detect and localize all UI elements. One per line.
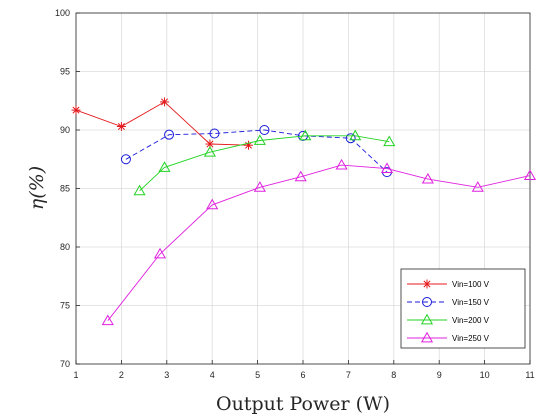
legend-item: Vin=100 V	[407, 279, 490, 289]
legend-label: Vin=250 V	[452, 334, 490, 343]
x-tick-label: 5	[255, 370, 260, 380]
data-point	[253, 181, 266, 192]
y-tick-label: 95	[60, 67, 70, 77]
series-0	[71, 97, 254, 150]
y-tick-label: 100	[55, 8, 70, 18]
data-point	[471, 181, 484, 192]
x-tick-label: 3	[164, 370, 169, 380]
x-tick-label: 6	[300, 370, 305, 380]
series-line	[107, 164, 531, 321]
x-tick-label: 2	[119, 370, 124, 380]
data-point	[523, 169, 537, 181]
series-line	[139, 135, 390, 192]
data-point	[299, 129, 312, 141]
legend-label: Vin=150 V	[452, 298, 490, 307]
data-point	[383, 135, 396, 147]
series-group	[71, 97, 537, 326]
y-tick-label: 70	[60, 359, 70, 369]
series-3	[101, 158, 537, 326]
data-point	[294, 170, 307, 182]
legend-item: Vin=200 V	[407, 313, 490, 325]
data-point	[101, 314, 114, 326]
legend-marker	[422, 279, 432, 289]
x-tick-label: 7	[346, 370, 351, 380]
x-axis-title: Output Power (W)	[216, 393, 390, 415]
y-axis-title: η(%)	[26, 166, 48, 210]
data-point	[116, 121, 126, 131]
legend-label: Vin=200 V	[452, 316, 490, 325]
legend-label: Vin=100 V	[452, 280, 490, 289]
legend-item: Vin=250 V	[407, 331, 490, 343]
data-point	[349, 129, 362, 141]
data-point	[345, 133, 356, 144]
y-tick-label: 80	[60, 242, 70, 252]
x-tick-label: 11	[525, 370, 534, 380]
x-tick-label: 4	[210, 370, 215, 380]
legend-marker	[420, 331, 434, 343]
legend-item: Vin=150 V	[407, 297, 490, 307]
x-tick-label: 10	[480, 370, 490, 380]
data-point	[380, 162, 394, 174]
data-point	[259, 125, 270, 135]
y-tick-label: 90	[60, 125, 70, 135]
data-point	[158, 161, 171, 172]
legend-box	[400, 268, 526, 349]
x-tick-label: 1	[73, 370, 78, 380]
series-2	[133, 129, 396, 196]
data-point	[335, 158, 348, 170]
series-1	[120, 125, 392, 178]
data-point	[206, 198, 219, 210]
data-point	[253, 134, 266, 145]
legend: Vin=100 V Vin=150 V Vin=200 V Vin=250 V	[400, 268, 526, 349]
data-point	[164, 129, 175, 140]
x-tick-label: 8	[391, 370, 396, 380]
data-point	[203, 146, 216, 157]
data-point	[133, 184, 146, 196]
y-tick-label: 75	[60, 301, 70, 311]
legend-marker	[422, 297, 432, 307]
data-point	[209, 128, 220, 139]
series-line	[125, 129, 388, 173]
data-point	[160, 97, 170, 107]
axis-ticks: 1 2 3 4 5 6 7 8 9 10 11 70 75 80 85 90 95 100	[55, 8, 535, 380]
data-point	[71, 105, 81, 115]
legend-marker	[420, 313, 434, 325]
y-tick-label: 85	[60, 184, 70, 194]
data-point	[421, 172, 434, 184]
data-point	[120, 154, 131, 165]
data-point	[153, 247, 167, 259]
x-tick-label: 9	[437, 370, 442, 380]
